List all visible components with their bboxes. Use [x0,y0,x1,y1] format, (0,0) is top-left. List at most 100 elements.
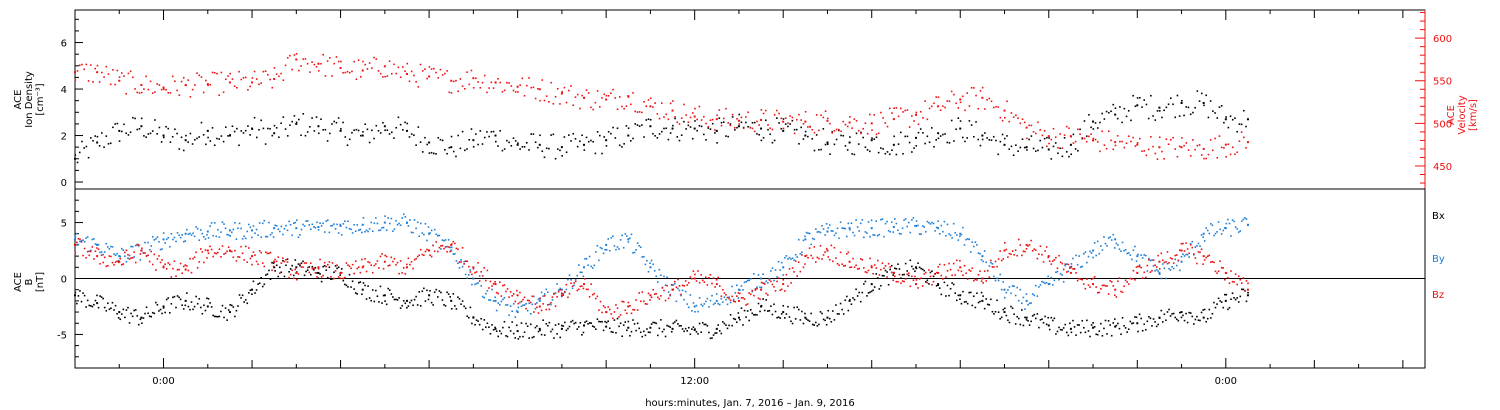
b-bx-sample [543,334,546,336]
b-bx-sample [375,289,377,292]
b-by-sample [201,232,204,235]
b-bz-sample [864,271,867,273]
velocity-sample [317,70,320,72]
velocity-point [538,88,541,91]
velocity-sample [543,99,546,102]
b-bx-sample [766,310,769,312]
b-by-sample [316,221,318,224]
b-by-sample [705,300,707,303]
velocity-sample [510,85,513,87]
velocity-sample [138,92,141,94]
b-bx-sample [856,295,859,297]
b-by-sample [991,262,994,265]
ion-density-point [538,143,541,146]
ion-density-sample [711,122,714,125]
b-bz-sample [142,252,145,254]
b-bz-sample [765,292,768,295]
b-bx-sample [929,271,932,274]
b-bz-sample [835,257,837,259]
velocity-sample [293,54,296,56]
velocity-sample [829,122,831,125]
b-bz-sample [182,265,185,268]
velocity-sample [185,84,187,87]
b-bx-sample [1225,293,1228,296]
b-bx-sample [1021,309,1023,311]
b-bx-sample [825,323,828,326]
b-by-sample [323,231,326,233]
velocity-sample [851,127,853,129]
b-by-sample [870,219,873,222]
b-by-sample [630,233,633,236]
b-bx-sample [323,264,326,267]
b-bx-sample [1033,313,1036,316]
b-bx-sample [1227,308,1229,311]
ion-density-sample [171,135,174,138]
b-bz-sample [398,272,400,275]
velocity-sample [320,62,322,65]
b-by-sample [875,220,878,222]
b-bx-sample [138,323,140,326]
b-bz-sample [189,257,191,260]
velocity-sample [1158,136,1161,139]
b-bz-sample [1200,248,1203,251]
ion-density-sample [437,136,440,139]
velocity-sample [240,78,243,81]
ion-density-sample [213,144,216,147]
b-bx-sample [356,293,359,295]
velocity-sample [1225,156,1227,158]
b-bx-sample [556,333,558,335]
b-bz-sample [1223,278,1226,281]
velocity-sample [762,112,765,115]
ion-density-sample [508,141,510,144]
velocity-point [671,109,674,112]
b-bx-sample [260,276,263,279]
b-bz-sample [695,280,698,282]
b-by-sample [381,226,383,229]
velocity-sample [957,107,960,109]
b-bx-sample [1186,321,1189,324]
velocity-sample [599,106,601,108]
velocity-sample [1141,150,1143,153]
velocity-sample [275,73,278,75]
b-by-sample [217,228,219,231]
b-by-sample [274,224,276,227]
b-by-sample [1062,281,1065,283]
velocity-point [472,77,475,80]
b-bx-sample [986,303,989,306]
ion-density-sample [481,143,484,145]
b-bx-sample [706,325,709,327]
b-bz-sample [880,268,882,271]
b-bz-sample [433,250,436,253]
b-bx-sample [983,307,986,310]
b-by-sample [517,306,520,309]
velocity-sample [384,75,386,78]
ion-density-sample [112,126,114,129]
b-bz-sample [89,250,92,253]
b-bx-sample [195,295,197,298]
b-bz-sample [1002,258,1005,260]
b-bz-sample [1222,267,1225,269]
ion-density-sample [435,153,437,155]
b-by-sample [732,298,735,301]
b-bz-sample [136,244,139,246]
velocity-sample [421,70,424,72]
b-by-sample [336,223,338,226]
b-by-point [892,226,895,229]
b-bz-sample [962,274,964,277]
ion-density-sample [1121,121,1123,124]
velocity-sample [96,64,99,67]
b-bx-sample [327,276,329,279]
b-bz-sample [706,284,709,286]
b-by-sample [102,253,104,256]
b-by-sample [675,300,678,303]
b-bx-sample [655,322,658,325]
b-bz-sample [669,293,671,296]
b-bz-sample [237,256,239,258]
b-bz-sample [508,296,510,298]
b-by-sample [286,229,289,232]
b-by-sample [79,240,81,243]
b-by-sample [551,299,554,301]
b-bx-point [981,299,984,302]
b-bx-sample [443,303,445,306]
b-bx-sample [432,304,434,306]
